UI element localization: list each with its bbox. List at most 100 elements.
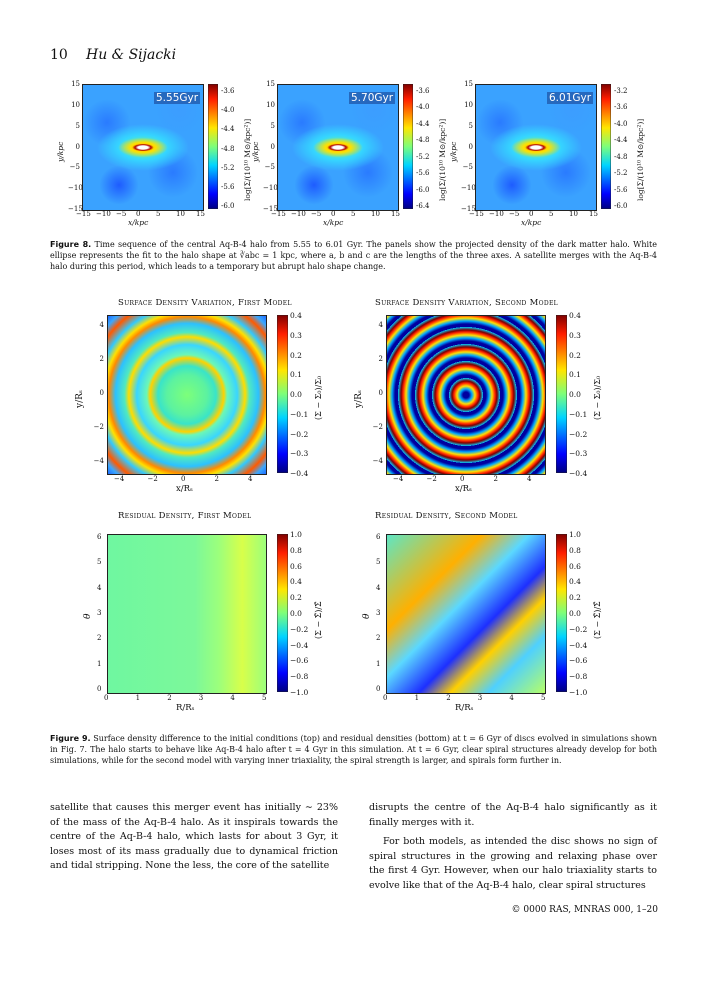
colorbar-tick-label: -5.2 — [416, 152, 430, 161]
y-tick-label: 0 — [99, 389, 104, 397]
colorbar-tick-label: −0.3 — [569, 449, 588, 459]
x-tick-label: −5 — [509, 210, 520, 218]
colorbar-gradient — [403, 84, 413, 209]
colorbar-tick-label: −0.2 — [290, 624, 309, 634]
figure-9-caption-label: Figure 9. — [50, 734, 91, 743]
y-tick-label: 2 — [97, 634, 102, 643]
y-axis-label: y/kpc — [251, 141, 260, 162]
x-tick-label: −10 — [96, 210, 111, 218]
y-tick-label: 0 — [468, 142, 473, 151]
colorbar-tick-label: 0.0 — [569, 390, 581, 399]
x-tick-label: −4 — [114, 475, 125, 483]
colorbar-gradient — [556, 534, 567, 692]
colorbar-label: (Σ − Σ̄)/Σ̄ — [593, 601, 602, 639]
colorbar-tick-label: −0.1 — [569, 409, 588, 419]
colorbar-tick-label: -5.2 — [614, 169, 628, 178]
colorbar-gradient — [277, 315, 288, 473]
halo-density-panel-1 — [82, 84, 204, 211]
figure-8-caption-text: Time sequence of the central Aq-B-4 halo… — [50, 240, 658, 272]
colorbar-gradient — [277, 534, 288, 692]
colorbar-tick-label: −1.0 — [290, 688, 309, 697]
colorbar-tick-label: -4.8 — [221, 144, 235, 153]
x-tick-label: 4 — [248, 475, 253, 483]
x-axis-label: x/Rₛ — [176, 484, 193, 494]
y-tick-label: 1 — [97, 659, 102, 668]
colorbar-tick-label: -6.4 — [416, 202, 430, 210]
y-tick-label: 10 — [71, 100, 80, 109]
colorbar-label: (Σ − Σ₀)/Σ₀ — [593, 375, 602, 420]
colorbar-tick-label: 1.0 — [569, 530, 581, 539]
colorbar-tick-label: -5.6 — [614, 185, 628, 194]
y-tick-label: 0 — [378, 389, 383, 397]
x-tick-label: 0 — [331, 210, 336, 218]
colorbar — [601, 84, 611, 209]
colorbar — [403, 84, 413, 209]
colorbar-tick-label: -5.6 — [416, 169, 430, 178]
y-tick-label: 2 — [378, 355, 383, 363]
x-tick-label: 5 — [156, 210, 161, 218]
colorbar-tick-label: −0.4 — [290, 640, 309, 650]
colorbar-tick-label: -5.6 — [221, 182, 235, 191]
colorbar-label: log[Σ/(10¹⁰ M⊙/kpc²)] — [636, 118, 645, 201]
colorbar-tick-label: -3.6 — [416, 87, 430, 95]
figure-9-panel-3 — [107, 534, 267, 694]
y-tick-label: −10 — [68, 184, 83, 193]
x-tick-label: −10 — [291, 210, 306, 218]
x-tick-label: 1 — [135, 694, 141, 702]
running-header-authors: Hu & Sijacki — [86, 47, 177, 63]
y-tick-label: 0 — [376, 685, 381, 693]
panel-title: Surface Density Variation, First Model — [118, 298, 292, 308]
y-tick-label: 4 — [378, 321, 383, 329]
colorbar — [556, 534, 567, 692]
x-tick-label: 5 — [351, 210, 356, 218]
y-tick-label: 1 — [376, 659, 381, 668]
x-axis-label: x/kpc — [128, 218, 149, 227]
x-axis-label: R/Rₛ — [176, 703, 195, 713]
colorbar-tick-label: 1.0 — [290, 530, 302, 539]
colorbar — [277, 534, 288, 692]
x-tick-label: 10 — [569, 210, 578, 218]
x-tick-label: 0 — [136, 210, 141, 218]
colorbar-tick-label: −0.4 — [290, 469, 309, 478]
colorbar-tick-label: −1.0 — [569, 688, 588, 697]
x-tick-label: 2 — [446, 694, 451, 702]
y-tick-label: −15 — [68, 205, 83, 213]
colorbar-tick-label: −0.3 — [290, 449, 309, 459]
colorbar-tick-label: -5.2 — [221, 163, 235, 172]
x-tick-label: 0 — [460, 475, 465, 483]
x-tick-label: 3 — [477, 694, 483, 702]
y-axis-label: y/kpc — [56, 141, 65, 162]
x-tick-label: 0 — [181, 475, 186, 483]
colorbar-tick-label: −0.4 — [569, 640, 588, 650]
time-badge: 6.01Gyr — [547, 92, 594, 104]
colorbar-label: (Σ − Σ̄)/Σ̄ — [314, 601, 323, 639]
colorbar-tick-label: 0.2 — [290, 593, 302, 603]
time-badge: 5.55Gyr — [154, 92, 201, 104]
panel-title: Residual Density, Second Model — [375, 511, 518, 521]
x-tick-label: 10 — [176, 210, 185, 218]
y-tick-label: 2 — [376, 634, 381, 643]
colorbar-tick-label: -4.8 — [614, 152, 628, 161]
colorbar-gradient — [556, 315, 567, 473]
page-number: 10 — [50, 47, 68, 63]
x-tick-label: −5 — [311, 210, 322, 218]
colorbar-tick-label: 0.8 — [290, 545, 302, 555]
y-tick-label: 4 — [97, 583, 102, 592]
colorbar-tick-label: -4.0 — [416, 103, 430, 112]
figure-8-caption: Figure 8. Time sequence of the central A… — [50, 239, 657, 273]
body-right-column: disrupts the centre of the Aq-B-4 halo s… — [369, 801, 657, 894]
y-tick-label: 0 — [97, 685, 102, 693]
x-tick-label: 15 — [391, 210, 400, 218]
y-tick-label: 5 — [270, 121, 275, 130]
figure-9-caption-text: Surface density difference to the initia… — [50, 734, 658, 766]
time-badge: 5.70Gyr — [349, 92, 396, 104]
y-tick-label: 5 — [97, 558, 102, 567]
colorbar-tick-label: −0.1 — [290, 409, 309, 419]
body-right-paragraph-2: For both models, as intended the disc sh… — [369, 836, 657, 891]
colorbar-tick-label: -3.6 — [614, 103, 628, 112]
colorbar-gradient — [208, 84, 218, 209]
y-tick-label: 5 — [376, 558, 381, 567]
x-tick-label: 5 — [541, 694, 546, 702]
x-axis-label: x/Rₛ — [455, 484, 472, 494]
y-tick-label: 6 — [376, 533, 381, 541]
